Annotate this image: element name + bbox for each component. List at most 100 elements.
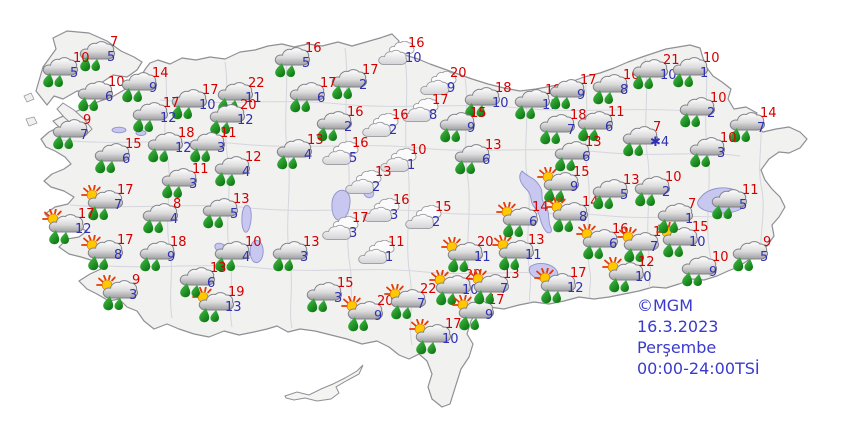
euphrates-reservoirs <box>519 170 552 234</box>
attribution-date: 16.3.2023 <box>637 317 719 336</box>
temp-max: 18 <box>170 235 187 250</box>
weather-station: 19 13 <box>195 285 259 321</box>
temp-min: 11 <box>245 91 262 106</box>
weather-station: 18 12 <box>145 127 209 162</box>
temp-max: 10 <box>245 235 262 250</box>
weather-station: 10 2 <box>677 91 741 127</box>
temp-min: 10 <box>660 68 677 83</box>
temp-min: 12 <box>75 222 92 237</box>
temp-max: 11 <box>742 183 759 198</box>
temp-max: 12 <box>245 150 262 165</box>
weather-station: 13 3 <box>270 236 334 271</box>
weather-station: 13 2 <box>342 165 406 201</box>
temp-max: 13 <box>233 192 250 207</box>
temp-min: 8 <box>579 210 588 225</box>
weather-station: 18 9 <box>137 235 201 271</box>
temp-max: 20 <box>477 235 494 250</box>
temp-min: 2 <box>662 185 671 200</box>
temp-min: 10 <box>635 270 652 285</box>
temp-max: 10 <box>410 143 427 158</box>
temp-min: 9 <box>577 88 586 103</box>
temp-max: 11 <box>388 235 405 250</box>
temp-max: 10 <box>720 131 737 146</box>
temp-max: 17 <box>320 76 337 91</box>
temp-max: 17 <box>117 233 134 248</box>
temp-max: 20 <box>377 294 394 309</box>
temp-min: 3 <box>129 288 138 303</box>
temp-max: 12 <box>638 255 655 270</box>
temp-min: 5 <box>760 250 769 265</box>
temp-max: 17 <box>202 83 219 98</box>
weather-station: 10 6 <box>75 75 139 111</box>
temp-max: 10 <box>108 75 125 90</box>
weather-station: 10 4 <box>212 235 276 271</box>
weather-station: 13 6 <box>177 262 241 297</box>
weather-station: 16 10 <box>375 37 439 72</box>
weather-station: 16 6 <box>579 223 643 258</box>
temp-max: 17 <box>78 207 95 222</box>
weather-station: 14 6 <box>499 201 563 236</box>
temp-max: 17 <box>580 73 597 88</box>
temp-min: 7 <box>114 198 123 213</box>
temp-min: 1 <box>385 250 394 265</box>
temp-min: 3 <box>300 250 309 265</box>
temp-min: 3 <box>390 208 399 223</box>
temp-min: 10 <box>492 96 509 111</box>
temp-max: 15 <box>470 106 487 121</box>
temp-min: 4 <box>242 165 251 180</box>
temp-max: 20 <box>450 66 467 81</box>
temp-min: 7 <box>417 297 426 312</box>
temp-max: 13 <box>623 173 640 188</box>
aegean-island <box>23 92 35 103</box>
weather-station: 16 3 <box>360 194 424 229</box>
weather-station: 22 7 <box>387 283 451 318</box>
temp-min: 8 <box>429 108 438 123</box>
weather-station: 17 10 <box>169 83 233 119</box>
weather-station: 11 3 <box>187 127 251 162</box>
temp-min: 3 <box>717 146 726 161</box>
temp-min: 3 <box>349 226 358 241</box>
weather-station: 17 12 <box>537 267 601 302</box>
temp-min: 6 <box>122 152 131 167</box>
temp-max: 13 <box>375 165 392 180</box>
weather-station: 12 4 <box>212 150 276 186</box>
weather-station: 16 5 <box>272 42 336 77</box>
weather-station: 11 1 <box>355 235 419 271</box>
temp-max: 19 <box>228 285 245 300</box>
lake-iznik <box>111 126 127 134</box>
weather-station: 13 6 <box>452 139 516 174</box>
temp-max: 9 <box>132 273 141 288</box>
weather-station: 13 5 <box>590 173 654 209</box>
attribution-period: 00:00-24:00TSİ <box>637 359 760 378</box>
temp-min: 12 <box>160 111 177 126</box>
temp-max: 11 <box>192 162 209 177</box>
temp-min: 13 <box>225 300 242 315</box>
weather-station: 17 9 <box>547 73 611 109</box>
weather-station: 10 9 <box>679 251 743 286</box>
weather-station: 10 3 <box>687 131 751 167</box>
temp-min: 4 <box>242 250 251 265</box>
temp-max: 16 <box>352 136 369 151</box>
temp-min: 6 <box>609 237 618 252</box>
weather-station: 15 3 <box>304 277 368 312</box>
weather-station: 20 11 <box>444 235 508 271</box>
temp-max: 15 <box>435 200 452 215</box>
temp-max: 22 <box>248 76 265 91</box>
temp-min: 2 <box>432 215 441 230</box>
temp-min: 2 <box>344 120 353 135</box>
temp-max: 17 <box>352 211 369 226</box>
temp-max: 10 <box>710 91 727 106</box>
weather-station: 22 11 <box>215 76 279 112</box>
temp-min: 12 <box>567 281 584 296</box>
lake-egirdir <box>241 204 252 233</box>
weather-station: 14 9 <box>119 67 183 102</box>
temp-max: 16 <box>392 108 409 123</box>
temp-min: 6 <box>605 120 614 135</box>
temp-max: 17 <box>362 63 379 78</box>
